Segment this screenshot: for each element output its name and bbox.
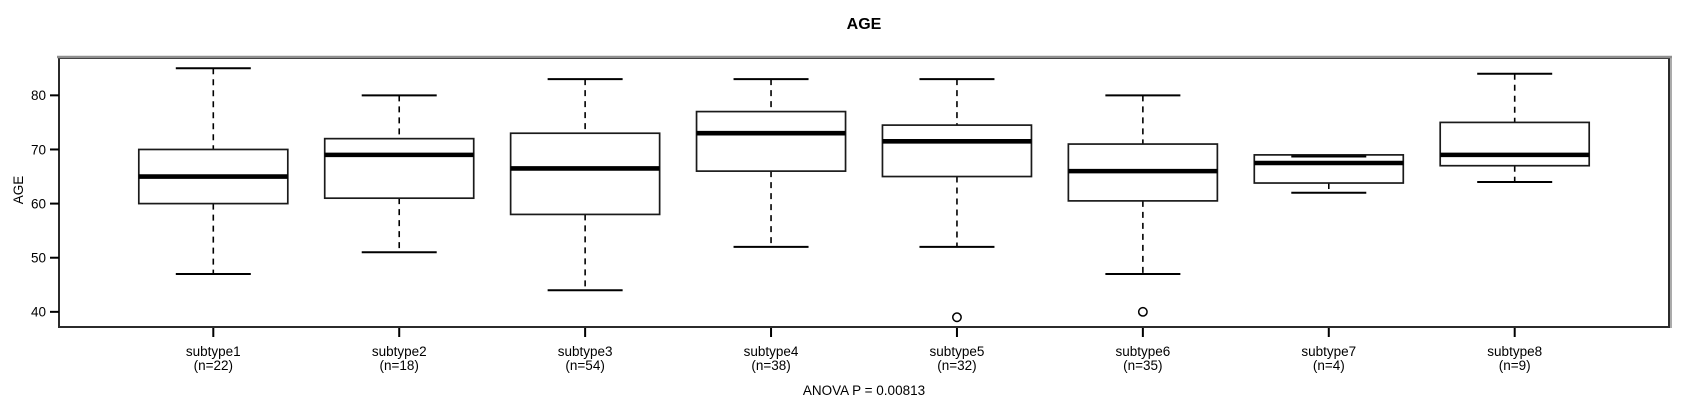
x-tick-label: subtype7 <box>1301 344 1356 359</box>
x-tick-label: subtype5 <box>930 344 985 359</box>
chart-title: AGE <box>846 16 882 33</box>
iqr-box <box>881 124 1033 178</box>
iqr-box <box>1253 154 1405 184</box>
y-tick-label: 60 <box>31 196 46 211</box>
x-tick-n-label: (n=18) <box>380 358 419 373</box>
iqr-box <box>509 132 661 216</box>
x-tick-n-label: (n=54) <box>565 358 604 373</box>
plot-frame <box>58 57 1670 328</box>
outlier-point <box>1137 306 1148 317</box>
x-tick-label: subtype4 <box>744 344 799 359</box>
x-tick-label: subtype1 <box>186 344 241 359</box>
x-tick-label: subtype8 <box>1487 344 1542 359</box>
x-tick-n-label: (n=35) <box>1123 358 1162 373</box>
x-tick-label: subtype6 <box>1115 344 1170 359</box>
iqr-box <box>695 110 847 172</box>
x-tick-n-label: (n=4) <box>1313 358 1345 373</box>
x-tick-label: subtype2 <box>372 344 427 359</box>
iqr-box <box>1439 121 1591 167</box>
y-tick-label: 80 <box>31 88 46 103</box>
outlier-point <box>952 312 962 323</box>
x-tick-n-label: (n=38) <box>751 358 790 373</box>
iqr-box <box>323 137 475 200</box>
x-tick-n-label: (n=22) <box>194 358 233 373</box>
y-tick-label: 50 <box>31 251 46 266</box>
y-tick-label: 70 <box>31 142 46 157</box>
x-tick-n-label: (n=9) <box>1499 358 1531 373</box>
y-tick-label: 40 <box>31 305 46 320</box>
x-tick-n-label: (n=32) <box>937 358 976 373</box>
anova-annotation: ANOVA P = 0.00813 <box>802 383 926 398</box>
x-tick-label: subtype3 <box>558 344 613 359</box>
